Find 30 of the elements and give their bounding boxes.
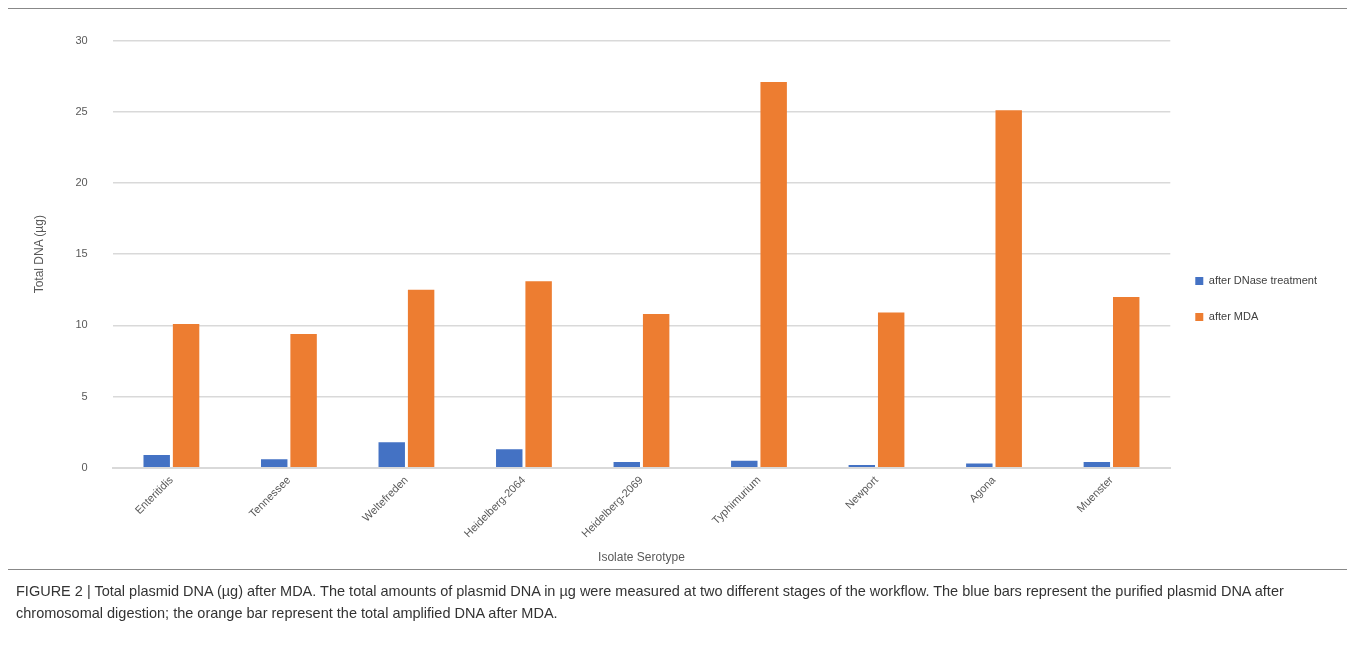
caption: FIGURE 2 | Total plasmid DNA (µg) after MDA. The total amounts of plasmid DNA in µg were measured at two different stages of the workflow. The blue bars represent the purified plasmid DNA after chromosomal digestion; the orange bar represent the total amplified DNA after MDA. [15,582,1285,623]
bar [378,442,405,467]
bar [848,464,876,467]
bar [642,313,670,467]
bar [172,323,200,467]
bar [525,281,552,467]
y-tick-label: 20 [75,176,88,189]
x-axis-title: Isolate Serotype [598,550,686,565]
bar [290,333,317,467]
bar [407,289,435,467]
bar [1113,296,1140,467]
bar [143,454,170,467]
legend-label: after DNase treatment [1208,274,1318,287]
y-tick-label: 15 [75,247,88,260]
y-tick-label: 30 [75,33,88,46]
bar [995,110,1022,467]
legend-label: after MDA [1208,310,1259,323]
bar [261,459,288,467]
y-tick-label: 25 [75,104,88,117]
bar [760,81,787,467]
bar [877,312,905,467]
bar [496,449,523,467]
bar [1083,462,1111,467]
bar [731,460,758,467]
y-tick-label: 5 [81,389,88,402]
y-axis-title: Total DNA (µg) [31,215,46,294]
y-tick-label: 0 [81,460,88,473]
bar [613,462,640,467]
bar [966,463,993,467]
y-tick-label: 10 [75,318,88,331]
